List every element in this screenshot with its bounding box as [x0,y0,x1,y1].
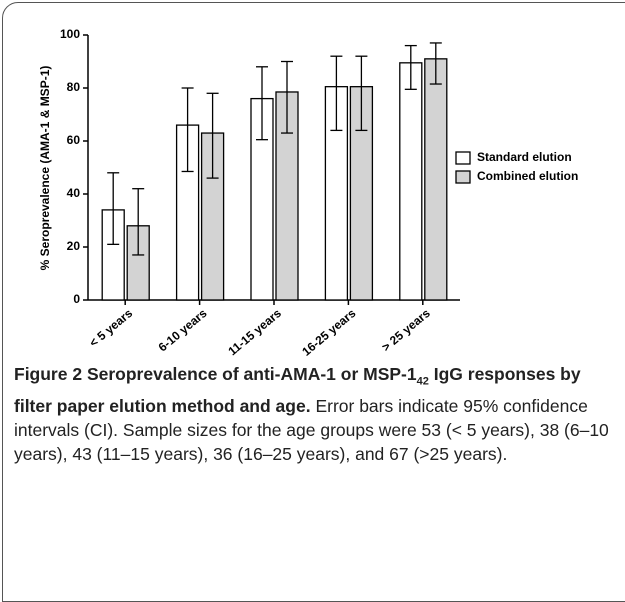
figure-label: Figure 2 [14,364,83,384]
y-tick-label: 60 [67,133,81,147]
bar [424,58,448,301]
x-tick-label: > 25 years [379,306,433,354]
caption-text: Error bars indicate 95% confidence inter… [14,395,609,464]
legend-swatch [455,170,471,184]
y-tick-label: 40 [67,186,81,200]
legend-label: Standard elution [477,150,572,164]
y-tick-label: 80 [67,80,81,94]
caption: Figure 2 Seroprevalence of anti-AMA-1 or… [14,362,614,466]
bar [399,62,423,301]
x-tick-label: 6-10 years [156,306,210,355]
y-axis-label: % Seroprevalence (AMA-1 & MSP-1) [38,66,52,271]
x-tick-label: 11-15 years [225,306,284,359]
caption-title-end: IgG responses by filter paper elution me… [14,364,581,416]
y-tick-label: 100 [60,27,80,41]
caption-subscript: 42 [416,375,429,388]
legend-swatch [455,151,471,165]
y-tick-label: 20 [67,239,81,253]
y-tick-label: 0 [73,292,80,306]
legend-label: Combined elution [477,169,578,183]
x-tick-label: < 5 years [87,306,136,350]
x-tick-label: 16-25 years [299,306,358,359]
chart: % Seroprevalence (AMA-1 & MSP-1) 0 20 40 60… [38,27,578,359]
caption-title: Seroprevalence of anti-AMA-1 or MSP-1 [86,364,417,384]
